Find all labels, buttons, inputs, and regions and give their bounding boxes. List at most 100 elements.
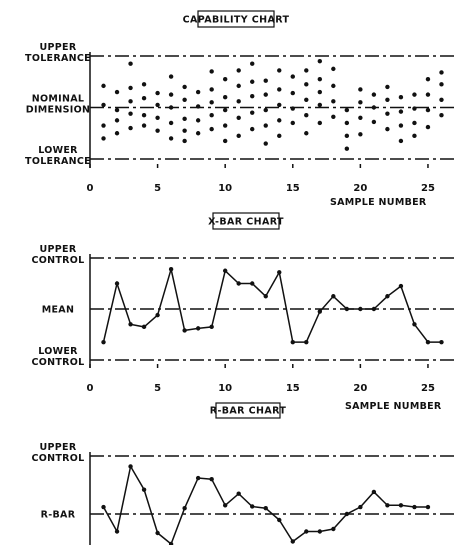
- chart-title: CAPABILITY CHART: [183, 15, 290, 26]
- data-point: [290, 74, 295, 79]
- data-point: [277, 102, 282, 108]
- data-point: [250, 79, 255, 84]
- series-line: [102, 268, 442, 343]
- data-point: [182, 328, 187, 333]
- data-point: [236, 133, 241, 139]
- data-point: [277, 133, 282, 139]
- data-point: [398, 95, 404, 100]
- data-point: [398, 123, 404, 128]
- data-point: [209, 100, 214, 105]
- data-point: [371, 105, 377, 110]
- reference-line-label: R-BAR: [41, 510, 76, 521]
- data-point: [304, 97, 309, 102]
- reference-line-label: MEAN: [42, 305, 74, 316]
- x-tick-label: 10: [218, 183, 232, 194]
- data-point: [263, 141, 268, 146]
- x-tick-label: 5: [154, 183, 161, 194]
- x-tick-label: 20: [353, 383, 367, 394]
- data-point: [141, 96, 147, 101]
- data-point: [182, 506, 187, 511]
- data-point: [209, 87, 214, 92]
- data-point: [304, 131, 309, 136]
- reference-line-label: LOWER: [38, 346, 78, 357]
- data-point: [317, 76, 323, 82]
- data-point: [317, 102, 323, 108]
- data-point: [358, 87, 363, 92]
- data-point: [317, 529, 323, 534]
- data-point: [412, 504, 417, 510]
- data-point: [344, 511, 350, 517]
- data-point: [250, 126, 255, 132]
- data-point: [128, 111, 133, 116]
- data-point: [358, 100, 363, 105]
- data-point: [317, 58, 323, 64]
- data-point: [209, 477, 214, 482]
- data-point: [398, 503, 404, 508]
- data-point: [385, 503, 390, 508]
- data-point: [412, 133, 417, 139]
- data-point: [425, 124, 431, 130]
- data-point: [128, 61, 133, 66]
- reference-line-label: UPPER: [40, 42, 77, 53]
- data-point: [141, 82, 147, 87]
- data-point: [412, 92, 417, 97]
- chart-title-box: [215, 402, 281, 419]
- data-point: [222, 76, 228, 82]
- data-point: [114, 89, 120, 95]
- data-point: [155, 90, 160, 96]
- data-point: [371, 489, 377, 495]
- data-point: [222, 268, 228, 273]
- x-tick-label: 20: [353, 183, 367, 194]
- data-point: [155, 115, 160, 121]
- data-point: [195, 475, 201, 481]
- data-point: [317, 120, 323, 126]
- data-point: [168, 92, 174, 97]
- data-point: [358, 115, 363, 121]
- data-point: [182, 84, 187, 90]
- data-point: [222, 123, 228, 128]
- data-point: [236, 491, 241, 496]
- data-point: [371, 306, 377, 312]
- reference-line-label: CONTROL: [31, 255, 84, 266]
- data-point: [385, 97, 390, 102]
- data-point: [141, 324, 147, 330]
- x-tick-label: 25: [421, 383, 435, 394]
- x-axis-label: SAMPLE NUMBER: [345, 401, 442, 412]
- data-point: [304, 68, 309, 73]
- data-point: [209, 69, 214, 74]
- data-point: [168, 541, 174, 545]
- data-point: [358, 306, 363, 312]
- data-point: [155, 312, 160, 318]
- x-tick-label: 15: [286, 383, 300, 394]
- data-point: [290, 539, 295, 544]
- data-point: [195, 131, 201, 136]
- data-point: [263, 78, 268, 83]
- data-point: [236, 68, 241, 73]
- data-point: [114, 131, 120, 136]
- reference-line-label: TOLERANCE: [25, 53, 91, 64]
- data-point: [155, 530, 160, 536]
- data-point: [412, 120, 417, 126]
- data-point: [385, 294, 390, 299]
- x-tick-label: 10: [218, 383, 232, 394]
- data-point: [182, 128, 187, 133]
- data-point: [182, 97, 187, 102]
- data-point: [222, 95, 228, 100]
- data-point: [304, 113, 309, 118]
- chart-title: R-BAR CHART: [210, 406, 287, 417]
- data-point: [344, 146, 350, 151]
- data-point: [277, 517, 282, 523]
- data-point: [277, 270, 282, 275]
- data-point: [128, 99, 133, 104]
- data-point: [128, 464, 133, 469]
- data-point: [222, 138, 228, 144]
- data-point: [263, 107, 268, 113]
- data-point: [277, 68, 282, 73]
- data-point: [398, 283, 404, 289]
- data-point: [425, 107, 431, 113]
- data-point: [277, 87, 282, 92]
- data-point: [263, 92, 268, 97]
- chart-title-box: [212, 212, 280, 230]
